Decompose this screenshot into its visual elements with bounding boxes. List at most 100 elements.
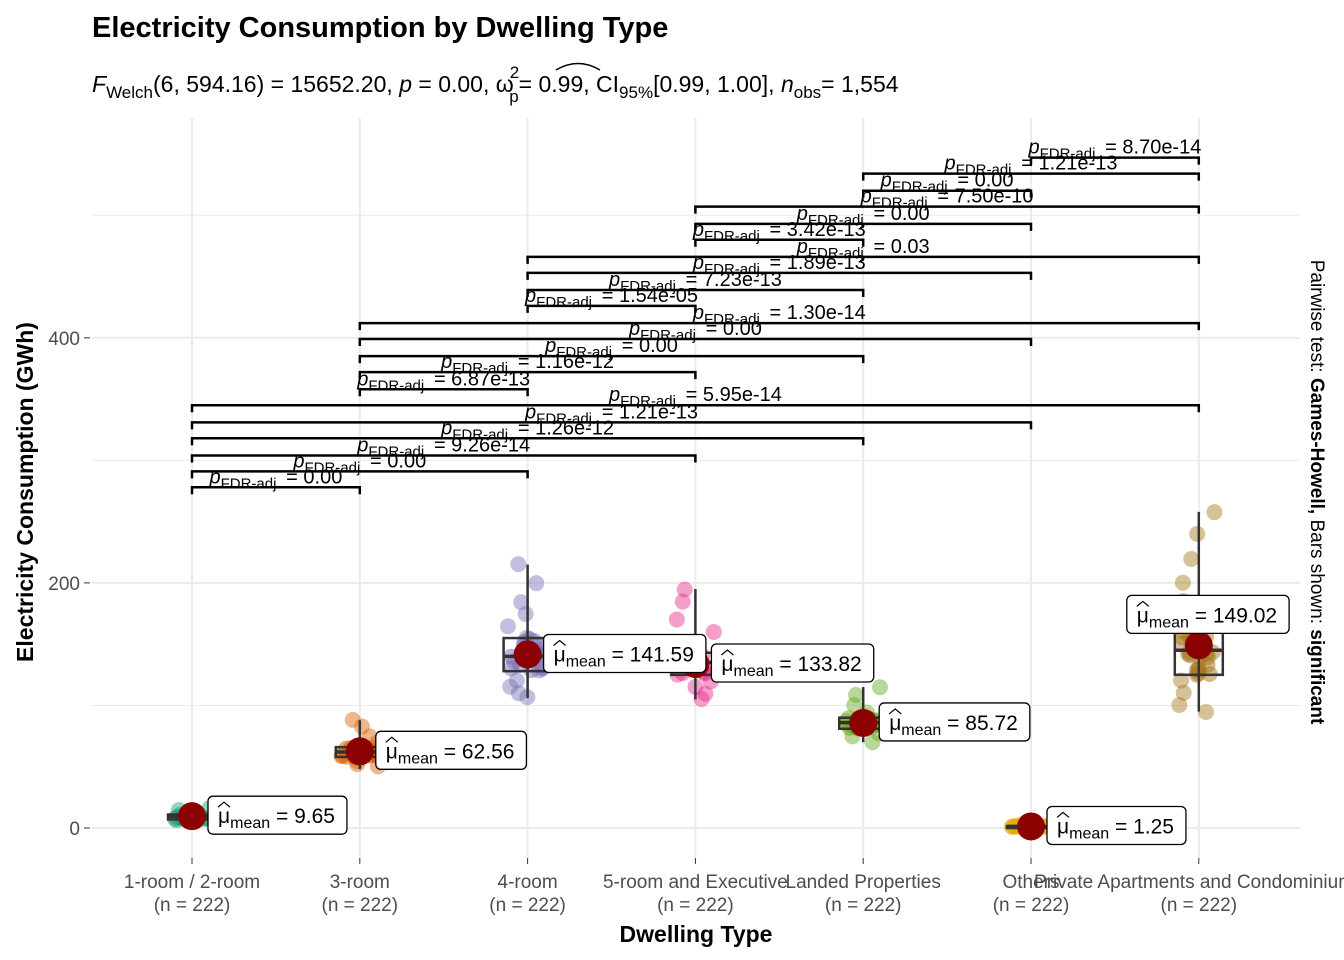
- data-point: [697, 685, 714, 702]
- mean-point: [345, 737, 374, 766]
- mean-label-text: μmean = 85.72: [889, 712, 1018, 739]
- x-axis: 1-room / 2-room(n = 222)3-room(n = 222)4…: [124, 858, 1344, 916]
- subtitle-p-value: = 0.00,: [418, 71, 489, 97]
- pairwise-bracket: [861, 189, 1033, 198]
- data-point: [1189, 525, 1206, 542]
- pairwise-pvalue-label: pFDR-adj. = 1.21e-13: [524, 401, 698, 427]
- data-point: [528, 575, 545, 592]
- x-tick-count-label: (n = 222): [1161, 895, 1238, 916]
- y-tick-label: 200: [48, 574, 80, 595]
- mean-point: [178, 802, 206, 831]
- pairwise-bar: pFDR-adj. = 9.26e-14: [190, 434, 697, 463]
- pairwise-pvalue-label: pFDR-adj. = 0.00: [544, 335, 678, 361]
- group-2: [499, 556, 555, 706]
- mean-label: μmean = 141.59: [542, 633, 707, 674]
- pairwise-bracket: [190, 403, 1201, 413]
- mean-label-box: [207, 795, 348, 835]
- mean-label: μmean = 62.56: [375, 730, 528, 770]
- mean-label-box: [1126, 594, 1290, 635]
- pairwise-bar: pFDR-adj. = 0.03: [526, 236, 1201, 264]
- x-tick-label: 3-room: [330, 872, 390, 893]
- x-tick-label: Private Apartments and Condominiums: [1034, 872, 1344, 893]
- x-tick-label: 5-room and Executive: [603, 872, 788, 893]
- data-point: [1206, 504, 1223, 521]
- mean-label-text: μmean = 9.65: [218, 805, 335, 832]
- data-point: [846, 697, 863, 714]
- data-point: [674, 593, 691, 610]
- data-point: [513, 594, 530, 611]
- data-point: [1198, 703, 1215, 720]
- pairwise-bracket: [526, 271, 1033, 280]
- data-point: [510, 685, 527, 702]
- pairwise-pvalue-label: pFDR-adj. = 6.87e-13: [356, 368, 530, 394]
- subtitle-n-value: = 1,554: [821, 71, 899, 97]
- data-point: [344, 711, 361, 728]
- mean-label-box: [878, 702, 1031, 742]
- pairwise-bracket: [190, 486, 362, 495]
- y-tick-label: 400: [48, 329, 80, 350]
- mean-label: μmean = 85.72: [878, 702, 1031, 742]
- caption-test: Games-Howell,: [1306, 378, 1327, 514]
- pairwise-bracket: [358, 337, 1033, 347]
- mean-label: μmean = 133.82: [710, 643, 875, 683]
- data-point: [499, 618, 516, 635]
- pairwise-pvalue-label: pFDR-adj. = 5.95e-14: [608, 384, 782, 410]
- x-tick-count-label: (n = 222): [825, 895, 902, 916]
- pairwise-bracket: [694, 205, 1201, 214]
- data-point: [353, 718, 370, 735]
- subtitle-effect-value: = 0.99,: [519, 71, 590, 97]
- subtitle-stat-symbol: F: [92, 71, 108, 97]
- subtitle-df: (6, 594.16): [153, 71, 264, 97]
- group-5: [1004, 812, 1058, 841]
- data-point: [1174, 574, 1191, 591]
- y-axis: 0 200 400: [48, 329, 90, 840]
- pairwise-pvalue-label: pFDR-adj. = 0.03: [796, 236, 930, 262]
- y-tick-label: 0: [69, 819, 80, 840]
- x-tick-count-label: (n = 222): [489, 895, 566, 916]
- pairwise-bracket: [358, 370, 697, 380]
- pairwise-bar: pFDR-adj. = 1.21e-13: [190, 401, 1033, 430]
- pairwise-bracket: [1029, 156, 1201, 165]
- pairwise-bar: pFDR-adj. = 6.87e-13: [356, 368, 530, 397]
- pairwise-bracket: [526, 255, 1201, 264]
- pairwise-bracket: [694, 222, 1033, 231]
- mean-label-hat: [1136, 600, 1150, 607]
- pairwise-bar: pFDR-adj. = 1.30e-14: [358, 302, 1201, 331]
- subtitle-effect-sup: 2: [510, 63, 519, 82]
- mean-point: [1017, 812, 1045, 841]
- pairwise-bracket: [190, 454, 697, 463]
- mean-label-text: μmean = 141.59: [554, 643, 694, 670]
- mean-label-text: μmean = 133.82: [721, 653, 861, 680]
- subtitle-stat-sub: Welch: [106, 83, 153, 102]
- mean-label: μmean = 9.65: [207, 795, 348, 835]
- mean-label-hat: [553, 639, 566, 646]
- caption-middle: Bars shown:: [1306, 514, 1327, 629]
- subtitle-ci-sub: 95%: [619, 83, 653, 102]
- pairwise-bracket: [526, 304, 697, 313]
- pairwise-bracket: [358, 354, 865, 364]
- mean-label-hat: [721, 649, 734, 656]
- pairwise-comparisons: pFDR-adj. = 0.00 pFDR-adj. = 0.00 pFDR-adj…: [190, 137, 1201, 495]
- subtitle-p-symbol: p: [398, 71, 412, 97]
- data-point: [517, 606, 534, 623]
- pairwise-bracket: [358, 321, 1201, 331]
- x-tick-label: 1-room / 2-room: [124, 872, 260, 893]
- pairwise-bracket: [526, 288, 865, 298]
- data-point: [1171, 696, 1188, 713]
- mean-label-text: μmean = 62.56: [386, 740, 515, 767]
- pairwise-pvalue-label: pFDR-adj. = 8.70e-14: [1027, 137, 1201, 163]
- caption-prefix: Pairwise test:: [1306, 260, 1327, 378]
- x-tick-count-label: (n = 222): [993, 895, 1070, 916]
- data-point: [668, 611, 685, 628]
- pairwise-bracket: [861, 172, 1201, 181]
- mean-label-hat: [217, 801, 231, 808]
- pairwise-bracket: [694, 238, 865, 247]
- mean-label-text: μmean = 1.25: [1057, 815, 1174, 842]
- data-point: [1183, 551, 1200, 568]
- mean-label-box: [1046, 805, 1187, 846]
- pairwise-bar: pFDR-adj. = 0.00: [861, 170, 1033, 198]
- data-point: [1173, 672, 1190, 689]
- mean-label-text: μmean = 149.02: [1137, 604, 1277, 631]
- mean-label-box: [710, 643, 875, 683]
